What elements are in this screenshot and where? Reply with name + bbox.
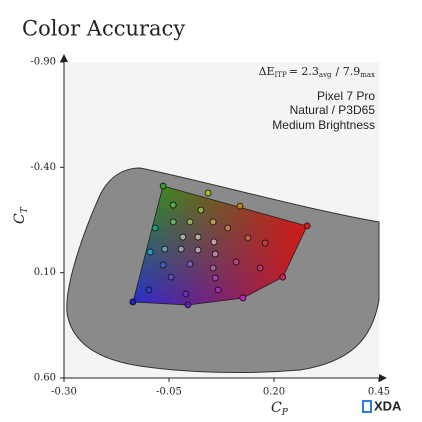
max-value: / 7.9: [336, 65, 361, 78]
data-point: [204, 189, 212, 197]
x-label-main: C: [271, 400, 282, 416]
y-tick-label: -0.40: [30, 162, 56, 173]
x-axis-arrow: [379, 374, 387, 382]
delta: ΔE: [259, 65, 275, 78]
y-tick-label: -0.90: [30, 57, 56, 68]
data-point: [211, 274, 219, 282]
device-label: Pixel 7 Pro: [317, 89, 375, 103]
data-point: [279, 273, 287, 281]
mode-label: Natural / P3D65: [290, 103, 376, 117]
data-point: [186, 218, 194, 226]
x-label-sub: P: [281, 408, 289, 418]
data-point: [224, 224, 232, 232]
data-point: [184, 301, 192, 309]
brand-icon: [362, 400, 372, 413]
brand-logo: XDA: [374, 398, 402, 413]
data-point: [186, 260, 194, 268]
data-point: [209, 218, 217, 226]
y-axis-label: CT: [12, 206, 30, 224]
y-tick-label: 0.10: [34, 267, 56, 278]
data-point: [159, 261, 167, 269]
delta-e-annotation: ΔEITP = 2.3avg / 7.9max: [259, 65, 375, 79]
data-point: [211, 250, 219, 258]
chart-title: Color Accuracy: [22, 17, 185, 41]
data-point: [209, 264, 217, 272]
y-axis-arrow: [60, 54, 68, 62]
x-tick-label: 0.20: [263, 387, 285, 398]
data-point: [244, 234, 252, 242]
data-point: [303, 222, 311, 230]
y-tick-label: 0.60: [34, 373, 56, 384]
data-point: [261, 239, 269, 247]
data-point: [146, 248, 154, 256]
data-point: [129, 298, 137, 306]
data-point: [182, 290, 190, 298]
data-point: [197, 206, 205, 214]
y-label-main: C: [12, 213, 28, 224]
data-point: [236, 202, 244, 210]
data-point: [177, 245, 185, 253]
x-axis-label: CP: [271, 400, 289, 418]
x-tick-label: -0.05: [156, 387, 182, 398]
data-point: [214, 286, 222, 294]
data-point: [169, 201, 177, 209]
data-point: [145, 286, 153, 294]
data-point: [151, 224, 159, 232]
y-label-sub: T: [20, 206, 30, 213]
x-tick-label: -0.30: [51, 387, 77, 398]
max-sub: max: [360, 71, 375, 79]
x-tick-label: 0.45: [368, 387, 390, 398]
avg-sub: avg: [319, 71, 332, 79]
delta-sub: ITP: [275, 71, 287, 79]
data-point: [167, 273, 175, 281]
data-point: [194, 246, 202, 254]
data-point: [239, 294, 247, 302]
data-point: [161, 245, 169, 253]
data-point: [210, 238, 218, 246]
data-point: [232, 258, 240, 266]
data-point: [179, 233, 187, 241]
data-point: [194, 233, 202, 241]
avg-value: = 2.3: [289, 65, 319, 78]
data-point: [169, 218, 177, 226]
data-point: [159, 182, 167, 190]
brightness-label: Medium Brightness: [272, 118, 375, 132]
data-point: [256, 264, 264, 272]
